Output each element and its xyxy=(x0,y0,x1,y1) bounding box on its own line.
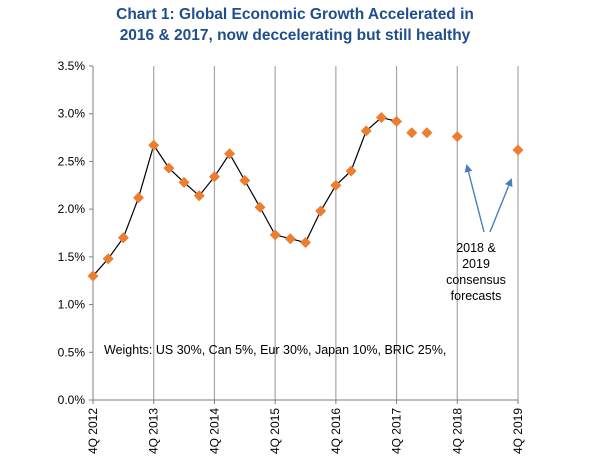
annotation-line-0: 2018 & xyxy=(456,241,496,255)
y-tick-label-2: 1.0% xyxy=(58,298,86,312)
chart-title-line-1: Chart 1: Global Economic Growth Accelera… xyxy=(116,6,474,23)
data-point-11 xyxy=(254,201,266,213)
y-tick-label-0: 0.0% xyxy=(58,393,86,407)
annotation-arrow-2019 xyxy=(489,178,513,233)
data-point-16 xyxy=(330,179,342,191)
y-axis-ticks: 0.0% 0.5% 1.0% 1.5% 2.0% 2.5% 3.0% 3.5% xyxy=(58,59,93,407)
data-point-22 xyxy=(421,127,433,139)
annotation-arrow-2018 xyxy=(464,164,485,233)
gridlines xyxy=(153,66,519,400)
annotation-line-2: consensus xyxy=(446,273,506,287)
data-point-5 xyxy=(163,162,175,174)
forecast-annotation: 2018 & 2019 consensus forecasts xyxy=(446,164,513,303)
data-point-12 xyxy=(269,229,281,241)
data-point-17 xyxy=(345,165,357,177)
x-tick-label-6: 4Q 2018 xyxy=(450,408,464,454)
x-tick-label-0: 4Q 2012 xyxy=(86,408,100,454)
data-point-3 xyxy=(133,192,145,204)
annotation-line-1: 2019 xyxy=(462,257,490,271)
x-axis-ticks: 4Q 2012 4Q 2013 4Q 2014 4Q 2015 4Q 2016 4Q 20… xyxy=(86,400,525,454)
x-tick-label-2: 4Q 2014 xyxy=(207,408,221,454)
x-tick-label-5: 4Q 2017 xyxy=(390,408,404,454)
x-tick-label-7: 4Q 2019 xyxy=(511,408,525,454)
data-point-15 xyxy=(315,205,327,217)
data-point-1 xyxy=(102,253,114,265)
chart-title-line-2: 2016 & 2017, now deccelerating but still… xyxy=(119,27,471,44)
axes xyxy=(92,66,518,401)
y-tick-label-7: 3.5% xyxy=(58,59,86,73)
y-tick-label-1: 0.5% xyxy=(58,345,86,359)
forecast-point-0 xyxy=(451,131,463,143)
data-point-21 xyxy=(406,127,418,139)
data-point-6 xyxy=(178,176,190,188)
y-tick-label-3: 1.5% xyxy=(58,250,86,264)
data-point-14 xyxy=(300,237,311,249)
x-tick-label-3: 4Q 2015 xyxy=(268,408,282,454)
weights-note: Weights: US 30%, Can 5%, Eur 30%, Japan … xyxy=(104,343,446,357)
data-point-4 xyxy=(148,139,160,151)
y-tick-label-4: 2.0% xyxy=(58,202,86,216)
data-point-10 xyxy=(239,175,251,187)
forecast-point-1 xyxy=(512,144,524,156)
data-point-18 xyxy=(360,125,372,137)
data-markers xyxy=(87,112,524,282)
data-point-2 xyxy=(117,232,129,244)
annotation-line-3: forecasts xyxy=(451,289,502,303)
data-point-0 xyxy=(87,270,99,282)
y-tick-label-5: 2.5% xyxy=(58,154,86,168)
data-point-7 xyxy=(193,190,205,202)
y-tick-label-6: 3.0% xyxy=(58,107,86,121)
data-point-8 xyxy=(208,171,220,183)
x-tick-label-1: 4Q 2013 xyxy=(147,408,161,454)
data-point-13 xyxy=(284,233,296,245)
x-tick-label-4: 4Q 2016 xyxy=(329,408,343,454)
data-point-9 xyxy=(224,148,236,160)
data-point-19 xyxy=(375,112,387,124)
data-point-20 xyxy=(391,115,403,127)
